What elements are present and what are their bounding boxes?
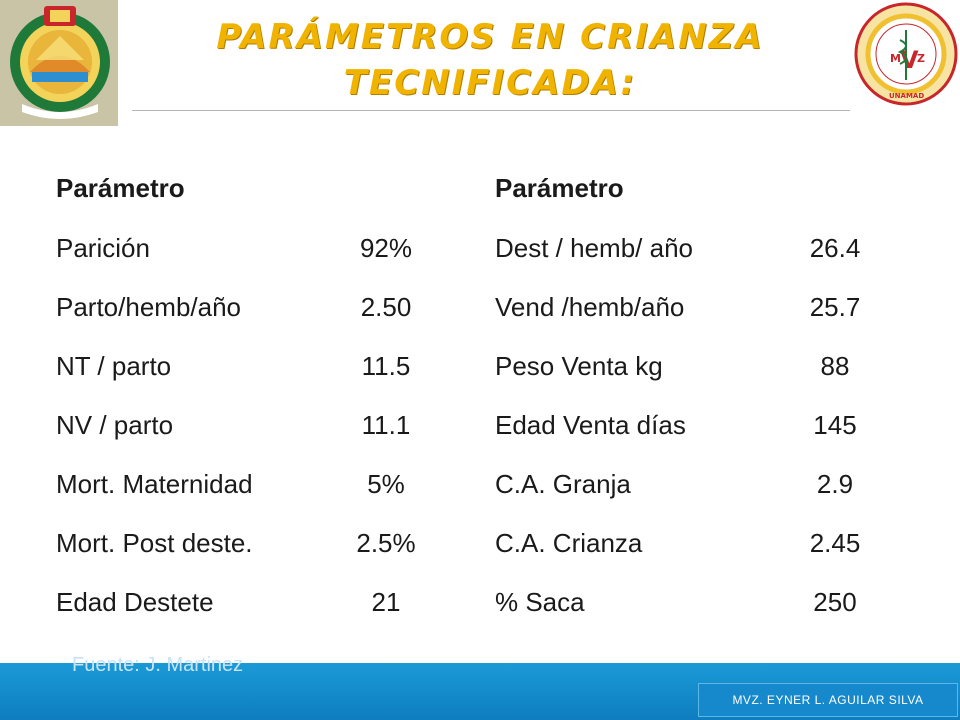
row-value: 2.5% (356, 528, 416, 558)
mvz-letter-m: M (890, 52, 901, 65)
row-value: 11.5 (361, 351, 411, 381)
slide-title: Parámetros en crianza tecnificada: (140, 14, 840, 106)
row-label: Vend /hemb/año (495, 292, 685, 322)
title-divider (132, 110, 850, 111)
row-value: 2.45 (809, 528, 861, 558)
row-value: 88 (820, 351, 850, 381)
left-header-label: Parámetro (56, 173, 185, 203)
row-value: 11.1 (361, 410, 411, 440)
mvz-seal-logo: M V Z UNAMAD (852, 0, 960, 112)
mvz-letter-v: V (900, 46, 919, 74)
row-value: 2.9 (816, 469, 854, 499)
row-value: 25.7 (809, 292, 861, 322)
title-line-1: Parámetros en crianza (216, 17, 764, 57)
right-header-label: Parámetro (495, 173, 624, 203)
source-caption: Fuente: J. Martinez (72, 654, 244, 676)
row-label: C.A. Granja (495, 469, 631, 499)
row-label: Peso Venta kg (495, 351, 663, 381)
row-label: NT / parto (56, 351, 172, 381)
row-value: 2.50 (360, 292, 412, 322)
mvz-letter-z: Z (917, 52, 925, 65)
row-value: 5% (367, 469, 405, 499)
row-label: Edad Venta días (495, 410, 686, 440)
mvz-seal-icon: M V Z UNAMAD (854, 2, 958, 106)
row-value: 145 (813, 410, 857, 440)
row-value: 21 (371, 587, 401, 617)
row-value: 250 (813, 587, 857, 617)
row-label: C.A. Crianza (495, 528, 643, 558)
author-badge: MVZ. EYNER L. AGUILAR SILVA (698, 683, 958, 717)
university-seal-icon (0, 0, 118, 126)
row-value: 26.4 (809, 233, 861, 263)
row-label: Parición (56, 233, 150, 263)
unamad-label: UNAMAD (889, 92, 924, 100)
row-label: Edad Destete (56, 587, 214, 617)
row-label: Parto/hemb/año (56, 292, 242, 322)
row-label: % Saca (495, 587, 585, 617)
row-label: Mort. Post deste. (56, 528, 253, 558)
row-label: Dest / hemb/ año (495, 233, 693, 263)
row-label: Mort. Maternidad (56, 469, 253, 499)
row-label: NV / parto (56, 410, 174, 440)
row-value: 92% (359, 233, 413, 263)
university-seal-logo (0, 0, 118, 126)
title-line-2: tecnificada: (343, 63, 637, 103)
